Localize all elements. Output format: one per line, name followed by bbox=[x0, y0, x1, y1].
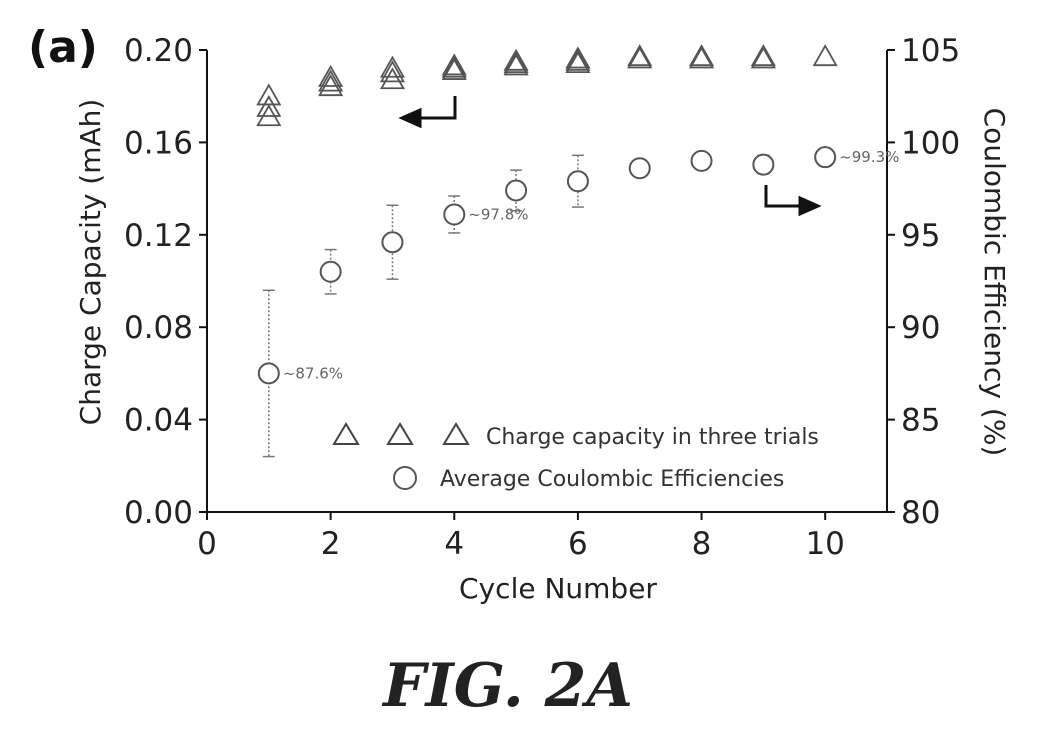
capacity-point bbox=[688, 46, 715, 69]
legend-triangle-markers bbox=[332, 422, 470, 445]
left-y-tick-label: 0.16 bbox=[124, 125, 193, 161]
capacity-point bbox=[256, 94, 282, 117]
x-axis-ticks: 0 2 4 6 8 10 bbox=[197, 512, 845, 562]
capacity-point bbox=[812, 44, 838, 67]
capacity-point bbox=[503, 51, 529, 74]
capacity-point bbox=[318, 64, 344, 87]
capacity-point bbox=[750, 46, 776, 69]
capacity-point bbox=[318, 74, 344, 97]
capacity-point bbox=[627, 46, 653, 69]
left-y-axis-title: Charge Capacity (mAh) bbox=[74, 99, 107, 426]
efficiency-point bbox=[443, 203, 466, 226]
capacity-point bbox=[441, 53, 467, 76]
right-y-tick-label: 105 bbox=[901, 33, 960, 69]
x-tick-label: 10 bbox=[805, 526, 844, 562]
left-y-tick-label: 0.20 bbox=[124, 33, 193, 69]
x-axis-title: Cycle Number bbox=[459, 572, 657, 605]
efficiency-point bbox=[381, 231, 404, 254]
capacity-point bbox=[750, 44, 776, 67]
panel-label: (a) bbox=[28, 22, 98, 73]
efficiency-point bbox=[628, 157, 651, 180]
efficiency-point bbox=[319, 260, 342, 283]
annotations: ~87.6% ~97.8% ~99.3% bbox=[283, 148, 900, 382]
efficiency-annotation: ~97.8% bbox=[468, 205, 528, 223]
efficiency-point bbox=[505, 179, 528, 202]
right-y-tick-label: 80 bbox=[901, 495, 940, 531]
efficiency-annotation: ~87.6% bbox=[283, 364, 343, 382]
capacity-point bbox=[503, 53, 529, 76]
left-axis-arrow bbox=[398, 96, 457, 129]
capacity-point bbox=[565, 51, 591, 74]
capacity-point bbox=[379, 60, 406, 83]
legend-label-capacity: Charge capacity in three trials bbox=[486, 425, 819, 450]
x-tick-label: 2 bbox=[321, 526, 341, 562]
capacity-point bbox=[565, 46, 591, 69]
capacity-point bbox=[379, 55, 406, 78]
x-tick-label: 8 bbox=[692, 526, 712, 562]
x-tick-label: 6 bbox=[568, 526, 588, 562]
right-axis-arrow bbox=[764, 185, 822, 217]
left-y-tick-label: 0.04 bbox=[124, 403, 193, 439]
figure-caption: FIG. 2A bbox=[381, 651, 633, 721]
capacity-point bbox=[441, 55, 467, 78]
right-y-tick-label: 100 bbox=[901, 125, 960, 161]
left-y-tick-label: 0.08 bbox=[124, 310, 193, 346]
x-tick-label: 4 bbox=[444, 526, 464, 562]
right-y-tick-label: 95 bbox=[901, 218, 940, 254]
capacity-point bbox=[688, 44, 715, 67]
capacity-point bbox=[441, 57, 467, 80]
legend-label-efficiency: Average Coulombic Efficiencies bbox=[440, 467, 784, 492]
right-y-axis-title: Coulombic Efficiency (%) bbox=[978, 108, 1011, 457]
efficiency-series bbox=[257, 146, 837, 385]
capacity-series bbox=[256, 44, 838, 127]
legend-circle-marker bbox=[393, 466, 417, 490]
legend: Charge capacity in three trials Average … bbox=[332, 422, 819, 492]
left-y-tick-label: 0.00 bbox=[124, 495, 193, 531]
efficiency-point bbox=[257, 362, 280, 385]
right-y-tick-label: 85 bbox=[901, 403, 940, 439]
left-y-axis-ticks: 0.00 0.04 0.08 0.12 0.16 0.20 bbox=[124, 33, 207, 531]
right-y-tick-label: 90 bbox=[901, 310, 940, 346]
capacity-point bbox=[379, 67, 406, 90]
efficiency-annotation: ~99.3% bbox=[839, 148, 899, 166]
efficiency-point bbox=[814, 146, 837, 169]
efficiency-point bbox=[566, 170, 589, 193]
error-bars bbox=[262, 150, 832, 458]
right-y-axis-ticks: 80 85 90 95 100 105 bbox=[887, 33, 960, 531]
efficiency-point bbox=[690, 149, 713, 172]
efficiency-point bbox=[752, 153, 775, 176]
capacity-point bbox=[256, 83, 282, 106]
capacity-point bbox=[318, 69, 344, 92]
capacity-point bbox=[503, 48, 529, 71]
capacity-point bbox=[256, 104, 282, 127]
x-tick-label: 0 bbox=[197, 526, 217, 562]
capacity-point bbox=[565, 48, 591, 71]
capacity-point bbox=[627, 44, 653, 67]
plot-frame bbox=[206, 50, 888, 513]
left-y-tick-label: 0.12 bbox=[124, 218, 193, 254]
